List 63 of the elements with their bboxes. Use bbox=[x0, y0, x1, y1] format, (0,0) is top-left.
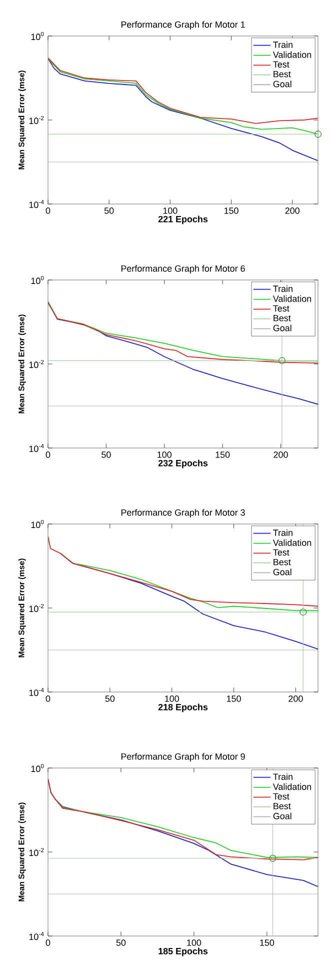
y-tick-label: 10$^{0}$ bbox=[31, 520, 44, 528]
legend-label: Best bbox=[274, 314, 291, 322]
x-tick-label: 0 bbox=[46, 696, 50, 702]
x-tick-label: 50 bbox=[104, 208, 114, 214]
legend-label: Goal bbox=[273, 812, 292, 820]
legend-label: Train bbox=[273, 773, 292, 780]
legend-label: Test bbox=[273, 793, 290, 800]
x-tick-label: 200 bbox=[274, 452, 288, 458]
y-tick-label: 10$^{0}$ bbox=[31, 276, 44, 284]
legend-label: Goal bbox=[273, 324, 292, 332]
y-tick-label: 10$^{0}$ bbox=[31, 764, 44, 772]
line-series bbox=[48, 778, 318, 860]
legend-label: Validation bbox=[272, 539, 312, 546]
legend-label: Train bbox=[273, 285, 292, 292]
x-tick-label: 150 bbox=[224, 208, 238, 214]
x-tick-label: 0 bbox=[46, 208, 50, 214]
y-tick-label: 10$^{-4}$ bbox=[29, 688, 44, 696]
legend-label: Train bbox=[273, 529, 292, 536]
x-tick-label: 50 bbox=[105, 696, 115, 702]
legend-label: Best bbox=[274, 70, 291, 78]
x-axis-title: 185 Epochs bbox=[158, 948, 208, 956]
line-series bbox=[54, 798, 318, 858]
legend-label: Goal bbox=[273, 80, 292, 88]
legend-label: Best bbox=[274, 802, 291, 810]
x-axis-title: 221 Epochs bbox=[158, 216, 208, 224]
x-axis-title: 218 Epochs bbox=[158, 704, 208, 712]
x-tick-label: 150 bbox=[216, 452, 230, 458]
y-tick-label: 10$^{-4}$ bbox=[29, 200, 44, 208]
y-tick-label: 10$^{-4}$ bbox=[29, 932, 44, 940]
x-tick-label: 100 bbox=[158, 452, 172, 458]
x-tick-label: 100 bbox=[165, 696, 179, 702]
legend-label: Validation bbox=[272, 295, 312, 302]
x-tick-label: 50 bbox=[102, 452, 111, 458]
line-series bbox=[48, 58, 318, 162]
legend-label: Train bbox=[273, 41, 292, 48]
x-axis-title: 232 Epochs bbox=[158, 460, 208, 468]
x-tick-label: 200 bbox=[285, 208, 300, 214]
legend-label: Test bbox=[273, 305, 290, 312]
legend-label: Goal bbox=[273, 568, 292, 576]
y-tick-label: 10$^{-2}$ bbox=[29, 116, 44, 124]
y-tick-label: 10$^{-2}$ bbox=[29, 360, 44, 368]
chart-title: Performance Graph for Motor 1 bbox=[121, 21, 245, 30]
legend-label: Validation bbox=[272, 51, 312, 58]
y-tick-label: 10$^{-2}$ bbox=[29, 604, 44, 612]
y-tick-label: 10$^{-4}$ bbox=[29, 444, 44, 452]
legend-label: Test bbox=[273, 549, 290, 556]
x-tick-label: 50 bbox=[116, 940, 126, 946]
chart-title: Performance Graph for Motor 6 bbox=[121, 265, 245, 274]
x-tick-label: 200 bbox=[288, 696, 303, 702]
y-tick-label: 10$^{-2}$ bbox=[29, 848, 44, 856]
x-tick-label: 100 bbox=[187, 940, 202, 946]
x-tick-label: 100 bbox=[163, 208, 178, 214]
legend-label: Test bbox=[273, 61, 290, 68]
chart-title: Performance Graph for Motor 9 bbox=[121, 753, 245, 762]
chart-title: Performance Graph for Motor 3 bbox=[121, 509, 245, 518]
x-tick-label: 0 bbox=[46, 940, 50, 946]
x-tick-label: 150 bbox=[226, 696, 241, 702]
x-tick-label: 150 bbox=[260, 940, 274, 946]
y-tick-label: 10$^{0}$ bbox=[31, 32, 44, 40]
x-tick-label: 0 bbox=[46, 452, 50, 458]
line-series bbox=[48, 536, 318, 607]
legend-label: Validation bbox=[272, 783, 312, 790]
legend-label: Best bbox=[274, 558, 291, 566]
